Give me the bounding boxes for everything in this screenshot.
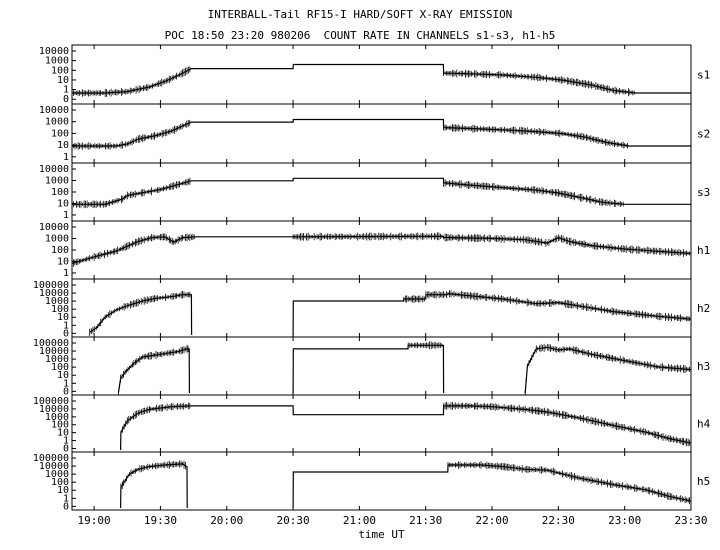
- y-tick-label-s2-1: 1000: [45, 117, 69, 128]
- y-tick-label-h2-1: 10000: [39, 288, 69, 299]
- series-noise-h5-1: [447, 461, 690, 505]
- y-tick-label-h4-3: 100: [51, 420, 69, 431]
- panel-label-s1: s1: [697, 69, 710, 82]
- y-tick-label-h4-1: 10000: [39, 404, 69, 415]
- panel-frame-h5: [71, 451, 692, 511]
- series-line-h3-1: [292, 344, 445, 394]
- y-tick-label-h5-6: 0: [63, 501, 69, 512]
- y-tick-label-h1-4: 1: [63, 268, 69, 279]
- y-tick-label-h3-6: 0: [63, 386, 69, 397]
- y-tick-label-s2-4: 1: [63, 152, 69, 163]
- y-tick-label-h5-1: 10000: [39, 461, 69, 472]
- y-tick-label-h2-0: 100000: [33, 280, 69, 291]
- panel-frame-h1: [71, 220, 692, 280]
- y-tick-label-h3-3: 100: [51, 362, 69, 373]
- y-tick-label-h1-0: 10000: [39, 222, 69, 233]
- y-tick-label-h2-6: 0: [63, 328, 69, 339]
- y-tick-label-h5-4: 10: [57, 485, 69, 496]
- y-tick-label-h5-2: 1000: [45, 469, 69, 480]
- y-tick-label-s1-3: 10: [57, 75, 69, 86]
- y-tick-label-h4-0: 100000: [33, 396, 69, 407]
- x-tick-label-2: 20:00: [210, 514, 243, 527]
- y-tick-label-s2-0: 10000: [39, 105, 69, 116]
- series-noise-s3-0: [71, 177, 624, 209]
- panel-label-h2: h2: [697, 302, 710, 315]
- y-tick-label-s1-5: 0: [63, 94, 69, 105]
- series-line-h3-0: [117, 348, 190, 394]
- y-tick-label-h5-3: 100: [51, 477, 69, 488]
- y-tick-label-h1-1: 1000: [45, 233, 69, 244]
- y-tick-label-h2-2: 1000: [45, 296, 69, 307]
- series-noise-h5-0: [120, 460, 186, 492]
- series-noise-h2-0: [89, 290, 191, 336]
- chart-title: INTERBALL-Tail RF15-I HARD/SOFT X-RAY EM…: [207, 8, 513, 21]
- y-tick-label-s2-2: 100: [51, 128, 69, 139]
- x-tick-label-7: 22:30: [542, 514, 575, 527]
- series-line-h2-1: [292, 292, 692, 336]
- y-tick-label-h3-5: 1: [63, 378, 69, 389]
- y-tick-label-h2-4: 10: [57, 312, 69, 323]
- panel-label-h1: h1: [697, 244, 710, 257]
- x-tick-label-1: 19:30: [144, 514, 177, 527]
- series-noise-s2-0: [71, 119, 628, 150]
- y-tick-label-h4-2: 1000: [45, 412, 69, 423]
- series-noise-s1-0: [71, 66, 635, 97]
- panel-label-h4: h4: [697, 418, 711, 431]
- y-tick-label-h4-6: 0: [63, 443, 69, 454]
- panel-label-s3: s3: [697, 186, 710, 199]
- series-noise-h3-2: [524, 343, 690, 396]
- panel-label-h3: h3: [697, 360, 710, 373]
- panel-label-s2: s2: [697, 128, 710, 141]
- series-line-h5-0: [120, 463, 188, 509]
- chart-subtitle: POC 18:50 23:20 980206 COUNT RATE IN CHA…: [164, 29, 556, 42]
- panel-label-h5: h5: [697, 475, 710, 488]
- panel-frame-s1: [71, 44, 692, 105]
- x-tick-label-3: 20:30: [277, 514, 310, 527]
- series-line-s1-0: [72, 63, 691, 94]
- y-tick-label-h5-5: 1: [63, 493, 69, 504]
- y-tick-label-s1-2: 100: [51, 65, 69, 76]
- series-line-h1-0: [71, 235, 692, 264]
- y-tick-label-h2-5: 1: [63, 320, 69, 331]
- y-tick-label-h1-2: 100: [51, 245, 69, 256]
- panel-frame-h4: [71, 394, 692, 453]
- y-tick-label-h5-0: 100000: [33, 453, 69, 464]
- x-tick-label-9: 23:30: [674, 514, 707, 527]
- panel-frame-h2: [71, 278, 692, 338]
- y-tick-label-h3-2: 1000: [45, 354, 69, 365]
- x-tick-label-8: 23:00: [608, 514, 641, 527]
- y-tick-label-s3-2: 100: [51, 187, 69, 198]
- panel-frame-h3: [71, 336, 692, 396]
- y-tick-label-s3-1: 1000: [45, 175, 69, 186]
- y-tick-label-h3-1: 10000: [39, 346, 69, 357]
- y-tick-label-s1-4: 1: [63, 85, 69, 96]
- series-noise-h2-1: [403, 290, 690, 322]
- y-tick-label-h3-0: 100000: [33, 338, 69, 349]
- y-tick-label-h3-4: 10: [57, 370, 69, 381]
- y-tick-label-s3-0: 10000: [39, 164, 69, 175]
- y-tick-label-s3-3: 10: [57, 198, 69, 209]
- y-tick-label-h4-4: 10: [57, 428, 69, 439]
- x-tick-label-5: 21:30: [409, 514, 442, 527]
- x-tick-label-0: 19:00: [78, 514, 111, 527]
- series-noise-h1-0: [71, 232, 690, 267]
- panel-frame-s3: [71, 162, 692, 222]
- y-tick-label-s3-4: 1: [63, 210, 69, 221]
- series-noise-h4-0: [120, 401, 690, 447]
- series-noise-h3-0: [118, 344, 189, 396]
- y-tick-label-h4-5: 1: [63, 436, 69, 447]
- x-tick-label-4: 21:00: [343, 514, 376, 527]
- y-tick-label-h2-3: 100: [51, 304, 69, 315]
- y-tick-label-s2-3: 10: [57, 140, 69, 151]
- y-tick-label-s1-1: 1000: [45, 56, 69, 67]
- y-tick-label-h1-3: 10: [57, 256, 69, 267]
- series-noise-h3-1: [407, 341, 443, 350]
- series-line-h4-0: [120, 405, 692, 451]
- x-axis-label: time UT: [358, 528, 405, 541]
- x-tick-label-6: 22:00: [475, 514, 508, 527]
- y-tick-label-s1-0: 10000: [39, 46, 69, 57]
